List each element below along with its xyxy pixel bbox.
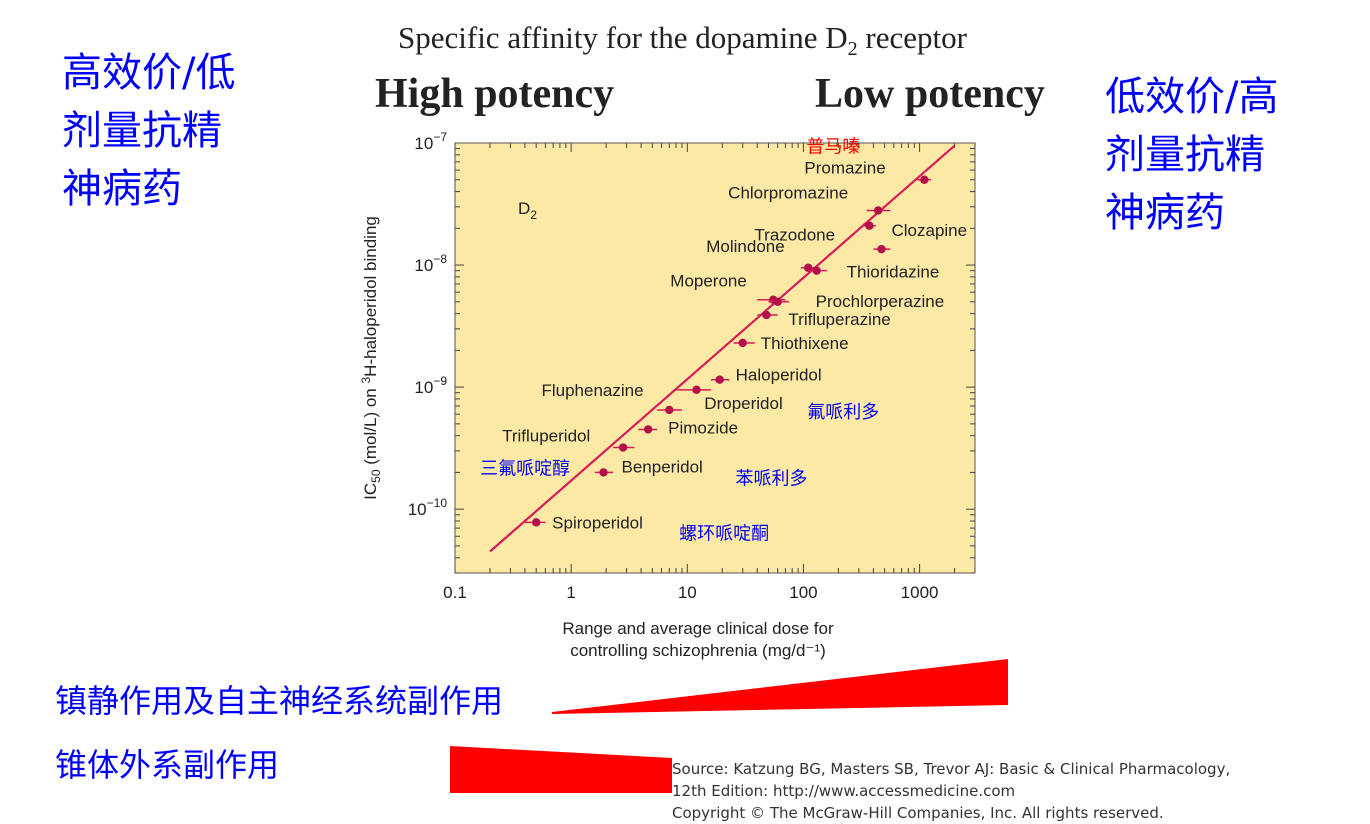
- right-side-line-2: 剂量抗精: [1105, 132, 1265, 178]
- chart-subtitle: Specific affinity for the dopamine D2 re…: [398, 20, 967, 61]
- drug-label-molindone: Molindone: [706, 237, 784, 256]
- x-axis-label-line-1: Range and average clinical dose for: [562, 619, 834, 638]
- cn-label-trifluperidol: 三氟哌啶醇: [480, 459, 570, 479]
- left-side-line-3: 神病药: [62, 166, 182, 212]
- drug-label-spiroperidol: Spiroperidol: [552, 513, 643, 532]
- data-point-droperidol: [665, 405, 674, 415]
- drug-label-benperidol: Benperidol: [622, 457, 703, 476]
- drug-label-trifluperidol: Trifluperidol: [502, 427, 590, 446]
- plot-area: [454, 142, 976, 574]
- left-side-line-1: 高效价/低: [62, 50, 236, 96]
- drug-label-pimozide: Pimozide: [668, 418, 738, 437]
- cn-label-droperidol: 氟哌利多: [807, 402, 879, 422]
- cn-label-spiroperidol: 螺环哌啶酮: [679, 523, 769, 543]
- data-point-clozapine: [877, 244, 886, 254]
- right-side-line-3: 神病药: [1105, 190, 1225, 236]
- drug-label-droperidol: Droperidol: [704, 394, 782, 413]
- data-point-spiroperidol: [531, 518, 541, 527]
- drug-label-moperone: Moperone: [670, 272, 747, 291]
- source-line-3: Copyright © The McGraw-Hill Companies, I…: [672, 804, 1164, 822]
- data-point-thiothixene: [738, 338, 747, 348]
- sedation-wedge: [552, 659, 1008, 714]
- high-potency-heading: High potency: [375, 71, 615, 117]
- left-side-label: 高效价/低 剂量抗精 神病药: [62, 44, 235, 218]
- data-point-haloperidol: [715, 375, 724, 384]
- drug-label-thiothixene: Thiothixene: [761, 334, 849, 353]
- drug-label-trifluperazine: Trifluperazine: [788, 310, 890, 329]
- cn-label-benperidol: 苯哌利多: [736, 468, 808, 488]
- right-side-line-1: 低效价/高: [1105, 74, 1279, 120]
- data-point-promazine: [920, 175, 929, 184]
- data-point-prochlorperazine: [773, 297, 782, 307]
- source-line-1: Source: Katzung BG, Masters SB, Trevor A…: [672, 760, 1231, 778]
- drug-label-clozapine: Clozapine: [891, 221, 967, 240]
- data-point-fluphenazine: [692, 385, 701, 395]
- x-tick-label: 1: [566, 583, 575, 602]
- drug-label-promazine: Promazine: [804, 159, 885, 178]
- drug-label-prochlorperazine: Prochlorperazine: [816, 292, 945, 311]
- y-tick-label: 10−8: [414, 252, 447, 275]
- data-point-thioridazine: [812, 266, 821, 275]
- sedation-side-effect-label: 镇静作用及自主神经系统副作用: [55, 682, 504, 720]
- cn-label-promazine: 普马嗪: [806, 137, 860, 157]
- x-tick-label: 10: [678, 583, 697, 602]
- drug-label-trazodone: Trazodone: [754, 226, 835, 245]
- source-citation: Source: Katzung BG, Masters SB, Trevor A…: [672, 758, 1230, 824]
- y-axis-label: IC50 (mol/L) on 3H-haloperidol binding: [359, 216, 383, 500]
- y-tick-label: 10−10: [408, 496, 448, 519]
- source-line-2: 12th Edition: http://www.accessmedicine.…: [672, 782, 1016, 800]
- data-point-chlorpromazine: [873, 206, 883, 215]
- x-tick-label: 1000: [901, 583, 939, 602]
- data-point-trazodone: [865, 221, 874, 230]
- subtitle-subscript: 2: [847, 38, 858, 61]
- x-axis-label-line-2: controlling schizophrenia (mg/d⁻¹): [570, 641, 826, 660]
- data-point-molindone: [804, 263, 813, 272]
- low-potency-heading: Low potency: [815, 71, 1045, 117]
- extrapyramidal-side-effect-label: 锥体外系副作用: [55, 746, 280, 784]
- subtitle-text-end: receptor: [857, 20, 967, 55]
- left-side-line-2: 剂量抗精: [62, 108, 222, 154]
- drug-label-chlorpromazine: Chlorpromazine: [728, 183, 848, 202]
- right-side-label: 低效价/高 剂量抗精 神病药: [1105, 68, 1278, 242]
- x-tick-label: 0.1: [443, 583, 467, 602]
- x-tick-label: 100: [789, 583, 817, 602]
- drug-label-haloperidol: Haloperidol: [736, 366, 822, 385]
- data-point-pimozide: [643, 425, 653, 434]
- subtitle-text: Specific affinity for the dopamine D: [398, 20, 848, 55]
- data-point-trifluperidol: [618, 443, 628, 452]
- eps-wedge: [450, 746, 672, 793]
- drug-label-fluphenazine: Fluphenazine: [541, 381, 643, 400]
- y-tick-label: 10−9: [414, 374, 447, 397]
- y-tick-label: 10−7: [414, 130, 447, 153]
- data-point-benperidol: [599, 468, 608, 477]
- data-point-trifluperazine: [762, 310, 771, 320]
- drug-label-thioridazine: Thioridazine: [847, 263, 940, 282]
